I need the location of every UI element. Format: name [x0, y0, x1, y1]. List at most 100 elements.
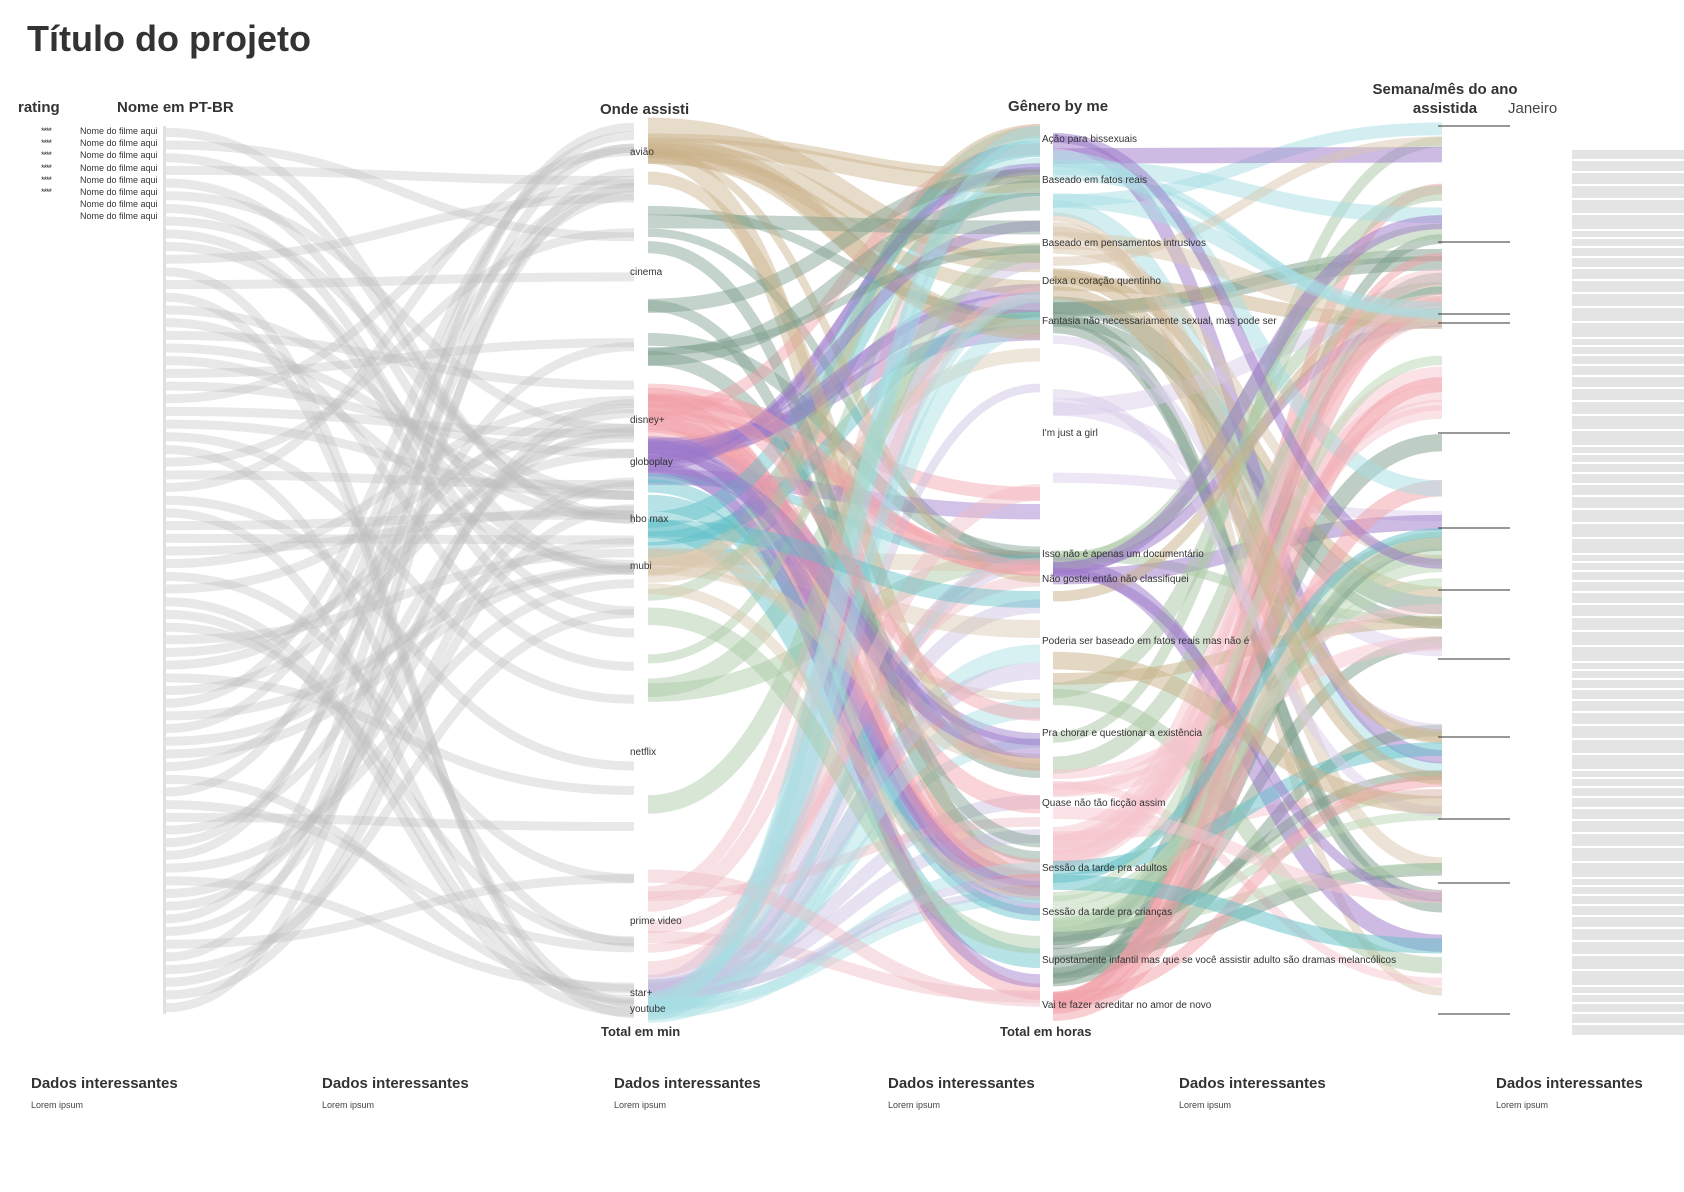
info-body: Lorem ipsum [31, 1100, 84, 1110]
genre-flow [1052, 132, 1443, 569]
total-hours: Total em horas [1000, 1024, 1092, 1039]
movie-flow [165, 571, 635, 883]
movie-flow [165, 426, 635, 835]
genre-label: I'm just a girl [1042, 428, 1098, 439]
movie-flow [165, 876, 635, 992]
info-body: Lorem ipsum [1179, 1100, 1232, 1110]
platform-flow [647, 394, 1041, 576]
platform-label: globoplay [630, 457, 673, 468]
platform-flow [647, 829, 1041, 998]
placeholder-line [1572, 863, 1684, 877]
movie-flow [165, 477, 635, 898]
movie-flow [165, 381, 635, 458]
platform-flow [647, 180, 1041, 558]
placeholder-line [1572, 294, 1684, 306]
platform-node-bar [634, 126, 648, 1014]
platform-flow [647, 311, 1041, 546]
placeholder-line [1572, 671, 1684, 678]
platform-flow [647, 133, 1041, 179]
platform-flow [647, 241, 1041, 848]
placeholder-line [1572, 771, 1684, 777]
placeholder-line [1572, 173, 1684, 184]
placeholder-line [1572, 987, 1684, 993]
movie-flow [165, 395, 635, 569]
placeholder-line [1572, 779, 1684, 786]
platform-flow [647, 126, 1041, 601]
placeholder-line [1572, 485, 1684, 495]
placeholder-line [1572, 971, 1684, 985]
platform-flow [647, 795, 1041, 993]
movie-flow [165, 432, 635, 704]
movie-flow [165, 533, 635, 545]
movie-flow [165, 330, 635, 390]
header-rating: rating [18, 99, 60, 116]
platform-flow [647, 135, 1041, 340]
platform-flow [647, 166, 1041, 464]
movie-flow [165, 504, 635, 1000]
platform-flow [647, 869, 1041, 1007]
movie-flow [165, 140, 635, 242]
info-title: Dados interessantes [1496, 1075, 1643, 1092]
placeholder-line [1572, 618, 1684, 630]
platform-flow [647, 930, 1041, 1003]
placeholder-line [1572, 200, 1684, 213]
info-body: Lorem ipsum [322, 1100, 375, 1110]
platform-flow [647, 171, 1041, 771]
platform-flow [647, 463, 1041, 885]
movie-flow [165, 608, 635, 975]
movie-name: Nome do filme aqui [80, 174, 158, 185]
movie-flow [165, 774, 635, 994]
platform-flow [647, 396, 1041, 901]
placeholder-line [1572, 582, 1684, 591]
placeholder-line [1572, 740, 1684, 753]
info-block: Dados interessantes Lorem ipsum [1179, 1075, 1326, 1110]
placeholder-line [1572, 929, 1684, 940]
genre-label: Baseado em pensamentos intrusivos [1042, 238, 1206, 249]
platform-flow [647, 205, 1041, 320]
placeholder-line [1572, 821, 1684, 832]
platform-flow [647, 149, 1041, 295]
info-title: Dados interessantes [322, 1075, 469, 1092]
movie-flow [165, 673, 635, 796]
placeholder-line [1572, 995, 1684, 1002]
platform-flow [647, 394, 1041, 889]
genre-label: Baseado em fatos reais [1042, 175, 1147, 186]
movie-flow [165, 153, 635, 520]
movie-flow [165, 564, 635, 721]
genre-label: Vai te fazer acreditar no amor de novo [1042, 1000, 1212, 1011]
placeholder-line [1572, 713, 1684, 724]
flow-links [165, 117, 1443, 1023]
platform-label: hbo max [630, 514, 668, 525]
header-week-line2: assistida [1412, 100, 1478, 117]
platform-label: star+ [630, 988, 653, 999]
info-body: Lorem ipsum [1496, 1100, 1549, 1110]
movie-flow [165, 122, 635, 860]
movie-flow [165, 131, 635, 797]
side-placeholder-lines [1572, 150, 1684, 1040]
platform-flow [647, 249, 1041, 996]
movie-node-bar [163, 126, 166, 1014]
placeholder-line [1572, 416, 1684, 429]
platform-flow [647, 547, 1041, 638]
placeholder-line [1572, 186, 1684, 198]
placeholder-line [1572, 788, 1684, 796]
movie-flow [165, 403, 635, 670]
star-rating: **** [41, 150, 52, 161]
placeholder-line [1572, 690, 1684, 699]
platform-flow [647, 245, 1041, 356]
platform-flow [647, 607, 1041, 954]
placeholder-line [1572, 239, 1684, 246]
movie-flow [165, 242, 635, 576]
placeholder-line [1572, 455, 1684, 462]
platform-flow [647, 387, 1041, 721]
info-block: Dados interessantes Lorem ipsum [1496, 1075, 1643, 1110]
platform-flow [647, 817, 1041, 901]
movie-flow [165, 203, 635, 616]
header-where: Onde assisti [600, 101, 690, 118]
platform-label: avião [630, 147, 654, 158]
placeholder-line [1572, 389, 1684, 400]
movie-flow [165, 272, 635, 290]
genre-flow [1052, 285, 1443, 785]
platform-flow [647, 300, 1041, 863]
movie-flow [165, 178, 635, 573]
